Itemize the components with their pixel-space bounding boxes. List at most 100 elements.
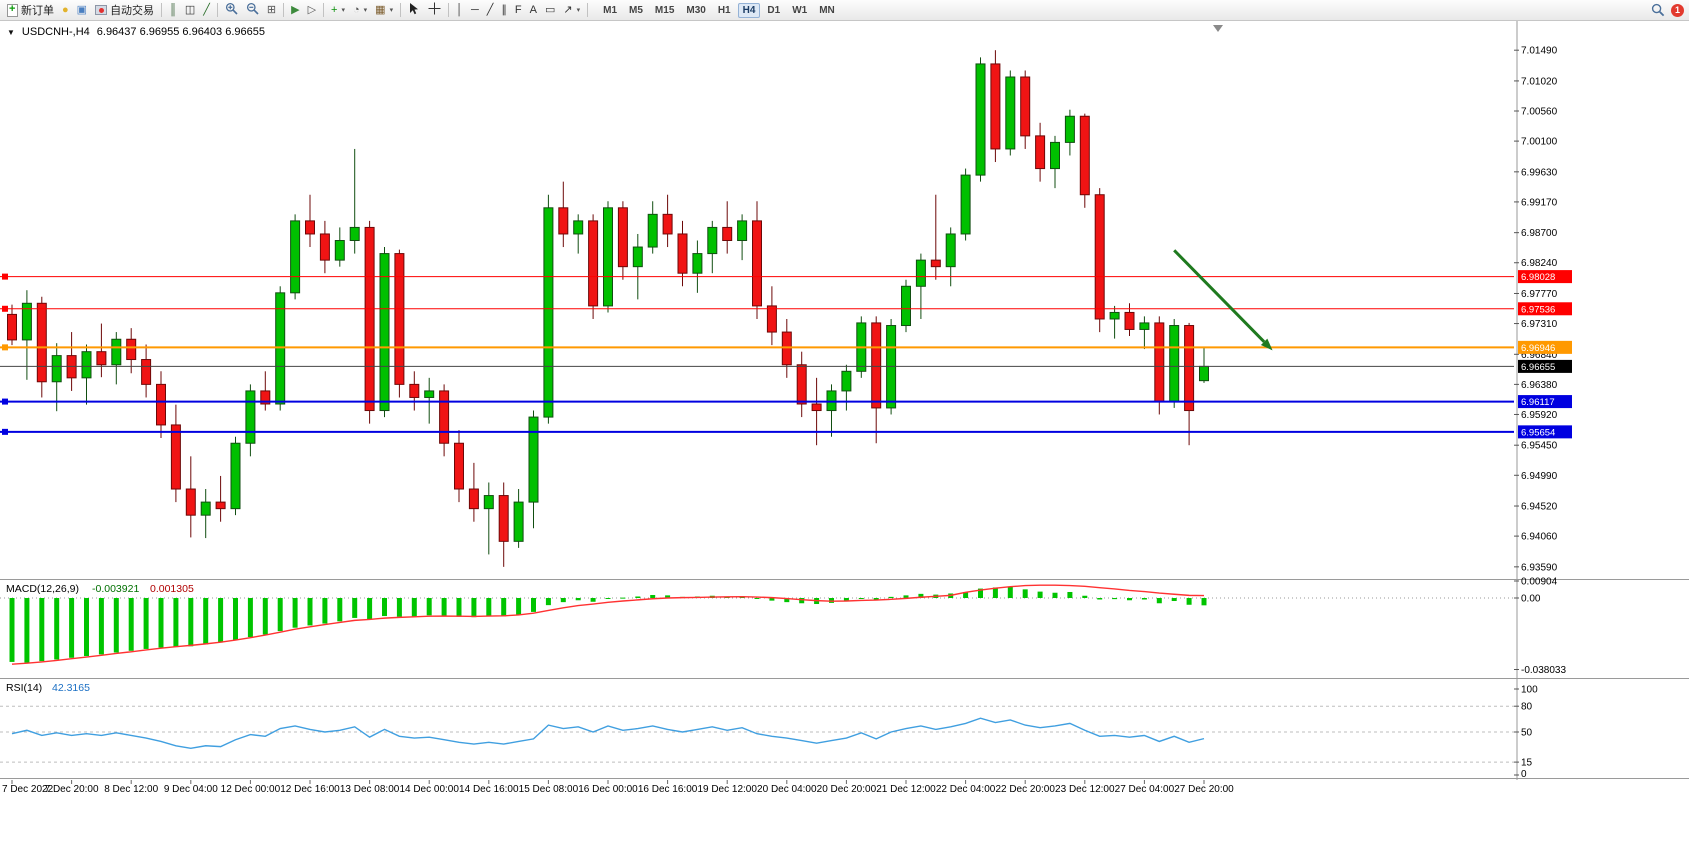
candle-body bbox=[1035, 135, 1046, 170]
timeframe-m1[interactable]: M1 bbox=[603, 4, 618, 16]
price-tag-text: 6.98028 bbox=[1521, 272, 1555, 283]
crosshair-icon[interactable] bbox=[424, 1, 445, 20]
candle-body bbox=[409, 383, 420, 398]
toolbar-separator bbox=[283, 3, 285, 17]
time-tick-label: 9 Dec 04:00 bbox=[164, 784, 218, 795]
rsi-panel[interactable] bbox=[0, 680, 1514, 778]
trendline-icon[interactable]: ╱ bbox=[483, 1, 498, 20]
candle-body bbox=[677, 233, 688, 274]
text-label-icon[interactable]: ▭ bbox=[541, 1, 559, 20]
auto-scroll-icon[interactable]: ▶ bbox=[287, 1, 303, 20]
time-tick-label: 22 Dec 04:00 bbox=[936, 784, 996, 795]
zoom-in-icon bbox=[225, 2, 238, 18]
candle-body bbox=[752, 220, 762, 307]
channel-icon[interactable]: ∥ bbox=[497, 1, 511, 20]
candle-body bbox=[528, 416, 539, 503]
macd-histogram-bar bbox=[560, 598, 566, 603]
macd-histogram-bar bbox=[829, 598, 834, 603]
candle-body bbox=[126, 338, 137, 361]
indicators-button[interactable]: + ▾ bbox=[327, 1, 349, 20]
hline-6.97536-handle[interactable] bbox=[2, 305, 8, 312]
notification-badge[interactable]: 1 bbox=[1671, 3, 1684, 17]
macd-histogram-bar bbox=[590, 598, 596, 602]
candle-body bbox=[1064, 115, 1075, 143]
auto-trading-icon bbox=[95, 5, 108, 15]
candle-body bbox=[1154, 322, 1165, 402]
macd-histogram-bar bbox=[456, 598, 462, 617]
monitor-icon[interactable]: ▣ bbox=[73, 1, 91, 20]
candle-body bbox=[319, 233, 330, 261]
chart-shift-marker[interactable] bbox=[1213, 25, 1223, 32]
hline-6.98028-handle[interactable] bbox=[2, 273, 8, 280]
chart-menu-icon[interactable]: ▼ bbox=[7, 27, 15, 37]
macd-histogram-bar bbox=[1127, 598, 1132, 601]
line-chart-icon[interactable]: ╱ bbox=[199, 1, 214, 20]
time-tick-label: 14 Dec 00:00 bbox=[399, 784, 459, 795]
bar-chart-icon[interactable]: ║ bbox=[165, 1, 181, 20]
macd-histogram-bar bbox=[441, 598, 447, 617]
tile-windows-icon[interactable]: ⊞ bbox=[263, 1, 280, 20]
candle-body bbox=[960, 174, 971, 235]
macd-histogram-bar bbox=[158, 598, 164, 648]
timeframe-h1[interactable]: H1 bbox=[717, 4, 731, 16]
templates-button[interactable]: ▦ ▾ bbox=[371, 1, 397, 20]
chart-shift-icon[interactable]: ▷ bbox=[304, 1, 320, 20]
trend-arrow-object[interactable] bbox=[1173, 249, 1266, 343]
macd-panel[interactable] bbox=[0, 581, 1514, 678]
cursor-arrow-icon bbox=[408, 2, 420, 18]
macd-histogram-bar bbox=[1037, 591, 1043, 598]
time-tick-label: 16 Dec 16:00 bbox=[638, 784, 698, 795]
hline-6.96117-handle[interactable] bbox=[2, 398, 8, 405]
candle-body bbox=[81, 351, 92, 379]
text-label-icon: ▭ bbox=[544, 3, 556, 16]
timeframe-m15[interactable]: M15 bbox=[654, 4, 675, 16]
timeframe-mn[interactable]: MN bbox=[819, 4, 835, 16]
trendline-icon: ╱ bbox=[486, 3, 494, 16]
macd-histogram-bar bbox=[545, 598, 551, 606]
candlestick-chart-icon[interactable]: ◫ bbox=[181, 1, 199, 20]
candle-body bbox=[1079, 115, 1090, 196]
chart-symbol-period: USDCNH-,H4 bbox=[21, 26, 90, 38]
cursor-icon[interactable] bbox=[404, 1, 424, 20]
macd-histogram-bar bbox=[84, 598, 89, 657]
macd-histogram-bar bbox=[1186, 598, 1192, 605]
candlestick-chart-icon: ◫ bbox=[184, 3, 196, 16]
timeframe-m5[interactable]: M5 bbox=[629, 4, 643, 16]
candle-body bbox=[170, 424, 181, 490]
timeframe-m30[interactable]: M30 bbox=[686, 4, 706, 16]
price-tick-label: 7.01490 bbox=[1521, 46, 1558, 57]
timeframe-d1[interactable]: D1 bbox=[767, 4, 781, 16]
macd-value-main: -0.003921 bbox=[92, 583, 139, 595]
time-tick-label: 7 Dec 2022 bbox=[2, 784, 54, 795]
zoom-out-icon[interactable] bbox=[242, 1, 263, 20]
candle-body bbox=[141, 359, 152, 385]
hline-6.96946-handle[interactable] bbox=[2, 344, 8, 351]
price-tag bbox=[1518, 395, 1572, 409]
time-tick-label: 12 Dec 16:00 bbox=[280, 784, 340, 795]
zoom-in-icon[interactable] bbox=[221, 1, 242, 20]
auto-trading-button[interactable]: 自动交易 bbox=[91, 1, 158, 20]
fibonacci-icon[interactable]: F bbox=[511, 1, 526, 20]
crosshair-icon bbox=[428, 2, 441, 18]
price-tick-label: 6.95920 bbox=[1521, 410, 1558, 421]
time-tick-label: 21 Dec 12:00 bbox=[876, 784, 936, 795]
timeframe-w1[interactable]: W1 bbox=[792, 4, 808, 16]
text-icon[interactable]: A bbox=[526, 1, 541, 20]
timeframe-h4[interactable]: H4 bbox=[737, 2, 761, 18]
price-tick-label: 6.97770 bbox=[1521, 289, 1558, 300]
search-icon[interactable] bbox=[1651, 3, 1665, 17]
price-tag-text: 6.95654 bbox=[1521, 427, 1555, 438]
periods-button[interactable]: ◔ ▾ bbox=[349, 1, 371, 20]
rsi-value: 42.3165 bbox=[52, 682, 90, 694]
hline-6.95654-handle[interactable] bbox=[2, 428, 8, 435]
candle-body bbox=[632, 246, 643, 268]
lamp-icon[interactable]: ● bbox=[58, 1, 73, 20]
candle-body bbox=[722, 226, 733, 242]
candle-body bbox=[215, 501, 226, 510]
new-order-button[interactable]: + 新订单 bbox=[3, 1, 58, 20]
line-chart-icon: ╱ bbox=[203, 3, 210, 16]
macd-tick-label: -0.038033 bbox=[1521, 665, 1566, 676]
vertical-line-icon[interactable]: │ bbox=[452, 1, 467, 20]
horizontal-line-icon[interactable]: ─ bbox=[467, 1, 483, 20]
arrows-tool-icon[interactable]: ↗ ▾ bbox=[559, 1, 584, 20]
